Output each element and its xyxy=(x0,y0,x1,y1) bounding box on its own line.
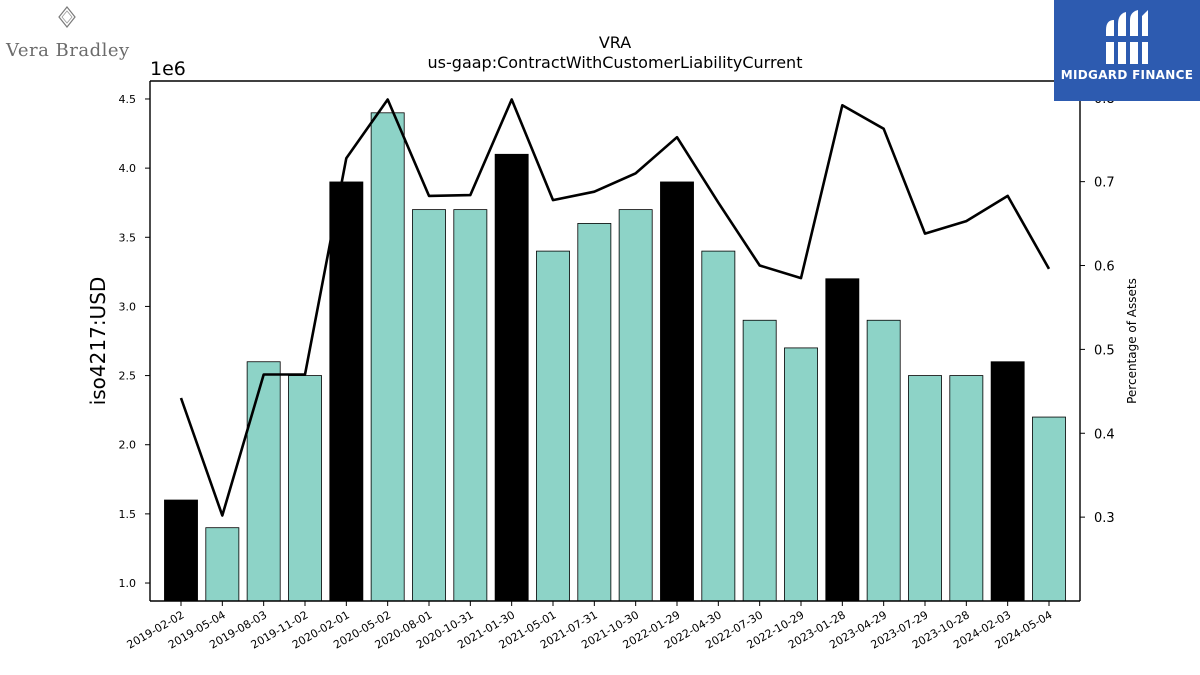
y-tick-label: 1.5 xyxy=(119,508,137,521)
y2-tick-label: 0.5 xyxy=(1094,343,1115,358)
bar xyxy=(701,250,736,602)
y-tick-label: 4.0 xyxy=(119,162,137,175)
bar-highlight xyxy=(660,181,694,602)
y2-tick-label: 0.7 xyxy=(1094,176,1115,191)
bar-highlight xyxy=(329,181,364,602)
bar xyxy=(908,375,942,602)
percentage-line xyxy=(179,98,1051,517)
y-tick-label: 2.0 xyxy=(119,439,137,452)
midgard-emblem-icon xyxy=(1104,10,1150,64)
y-axis-label: iso4217:USD xyxy=(86,277,110,406)
y-tick-label: 1.0 xyxy=(119,577,137,590)
vera-bradley-wordmark: Vera Bradley xyxy=(6,40,130,61)
bar-highlight xyxy=(990,361,1025,602)
bar xyxy=(453,209,488,602)
y-tick-label: 2.5 xyxy=(119,370,137,383)
y2-tick-label: 0.6 xyxy=(1094,260,1115,275)
bar-highlight xyxy=(825,278,860,602)
bar xyxy=(618,209,653,602)
chart-subtitle: us-gaap:ContractWithCustomerLiabilityCur… xyxy=(428,53,803,72)
bar-highlight xyxy=(494,153,529,602)
y-tick-label: 3.0 xyxy=(119,300,137,313)
bar xyxy=(288,375,322,602)
bar xyxy=(784,347,818,602)
y2-axis-label: Percentage of Assets xyxy=(1125,278,1139,404)
bar xyxy=(370,112,405,602)
bar xyxy=(866,319,901,602)
chart-title: VRA xyxy=(599,33,631,52)
bar xyxy=(205,527,240,602)
bar xyxy=(949,375,984,602)
diamond-icon xyxy=(58,6,76,28)
bar xyxy=(246,361,281,602)
y-tick-label: 3.5 xyxy=(119,231,137,244)
bar-highlight xyxy=(164,499,198,602)
midgard-finance-logo: MIDGARD FINANCE xyxy=(1054,0,1200,101)
bar xyxy=(577,223,612,602)
midgard-wordmark: MIDGARD FINANCE xyxy=(1060,68,1194,82)
bar xyxy=(412,209,446,602)
y-offset-label: 1e6 xyxy=(150,58,186,80)
bar xyxy=(536,250,570,602)
vera-bradley-logo: Vera Bradley xyxy=(6,6,129,61)
y-tick-label: 4.5 xyxy=(119,93,137,106)
bar xyxy=(742,319,777,602)
y2-tick-label: 0.3 xyxy=(1094,511,1115,526)
y2-tick-label: 0.4 xyxy=(1094,427,1115,442)
bar xyxy=(1032,416,1066,602)
